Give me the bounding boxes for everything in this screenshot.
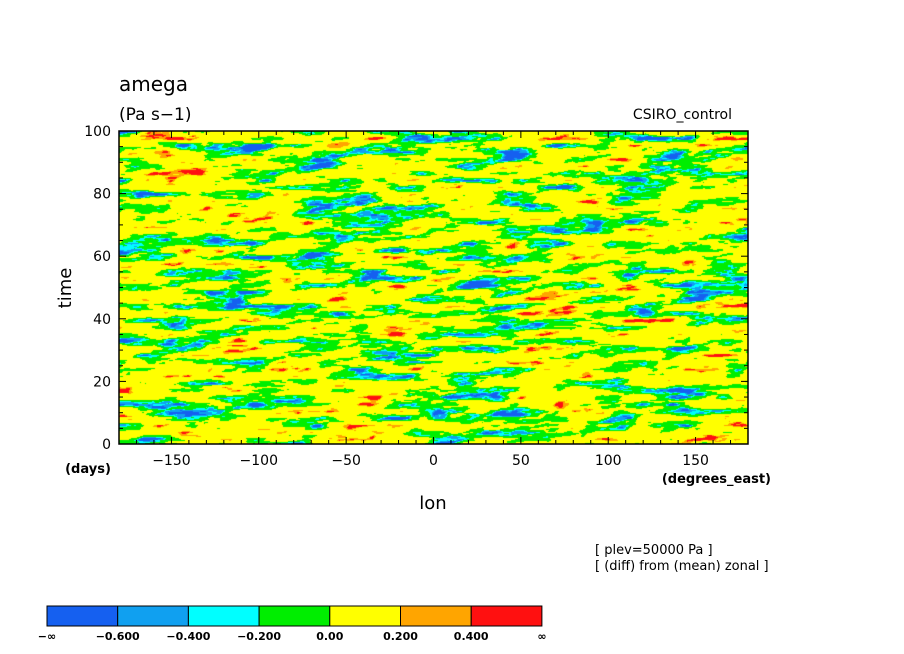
y-axis-units: (days) (65, 462, 111, 477)
annotation-diff: [ (diff) from (mean) zonal ] (595, 559, 769, 574)
colorbar-swatch (46, 605, 119, 627)
colorbar-label: −∞ (38, 630, 56, 643)
colorbar-swatch (470, 605, 543, 627)
x-tick-label: 0 (429, 453, 438, 469)
y-tick-label: 80 (93, 187, 111, 203)
dataset-label: CSIRO_control (633, 107, 732, 123)
heatmap-plot (119, 131, 748, 444)
colorbar-swatch (117, 605, 189, 627)
x-tick-label: −50 (331, 453, 361, 469)
x-tick-label: 50 (512, 453, 530, 469)
x-axis-units: (degrees_east) (662, 472, 771, 487)
y-tick-label: 0 (102, 437, 111, 453)
y-axis-label: time (55, 268, 76, 309)
colorbar-label: 0.400 (454, 630, 489, 643)
colorbar-swatch (400, 605, 472, 627)
heatmap-field (119, 131, 748, 444)
chart-units: (Pa s−1) (119, 105, 192, 125)
colorbar: −∞ −0.600 −0.400 −0.200 0.00 0.200 0.400 ∞ (38, 605, 546, 643)
y-tick-label: 100 (84, 124, 111, 140)
x-axis: −150 −100 −50 0 50 100 150 (135, 131, 732, 469)
colorbar-label: −0.600 (96, 630, 140, 643)
y-tick-label: 60 (93, 249, 111, 265)
colorbar-swatch (187, 605, 260, 627)
colorbar-label: −0.400 (166, 630, 210, 643)
chart-title: amega (119, 72, 188, 96)
y-tick-label: 40 (93, 312, 111, 328)
colorbar-label: 0.200 (383, 630, 418, 643)
annotation-plev: [ plev=50000 Pa ] (595, 543, 713, 558)
colorbar-swatch (258, 605, 331, 627)
colorbar-label: 0.00 (316, 630, 343, 643)
colorbar-label: −0.200 (237, 630, 281, 643)
x-tick-label: 150 (682, 453, 709, 469)
colorbar-swatch (329, 605, 401, 627)
x-tick-label: 100 (595, 453, 622, 469)
x-tick-label: −100 (240, 453, 278, 469)
x-tick-label: −150 (152, 453, 190, 469)
colorbar-label: ∞ (537, 630, 546, 643)
y-tick-label: 20 (93, 374, 111, 390)
x-axis-label: lon (419, 493, 446, 514)
y-axis: 0 20 40 60 80 100 (84, 124, 748, 453)
